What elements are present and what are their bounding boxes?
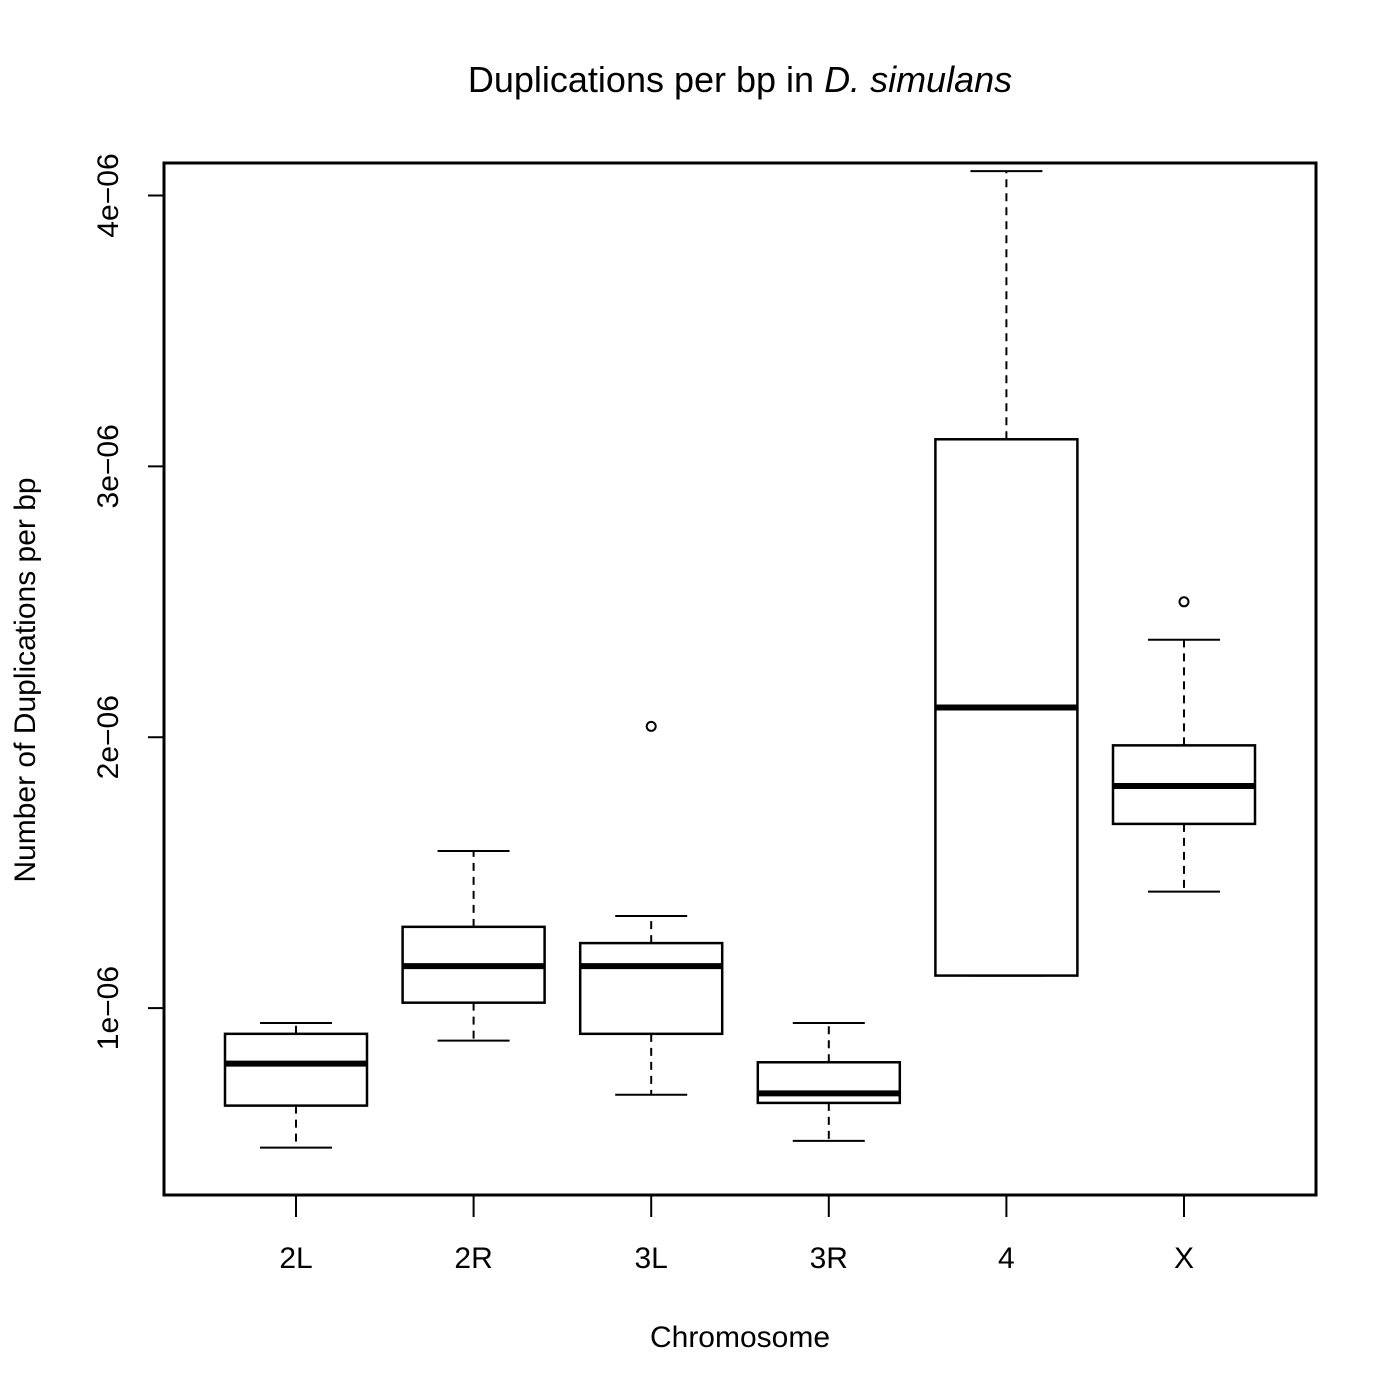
box-iqr <box>756 1061 902 1105</box>
chart-title-species: D. simulans <box>824 59 1012 100</box>
x-axis-title: Chromosome <box>650 1321 830 1354</box>
x-tick-label: 3R <box>810 1242 848 1275</box>
outlier-point <box>645 720 657 732</box>
chart-title-main: Duplications per bp in <box>468 59 824 100</box>
y-axis: 1e−06 2e−06 3e−06 4e−06 <box>92 153 165 1050</box>
x-tick-label: 2L <box>279 1242 312 1275</box>
box-iqr <box>223 1032 369 1107</box>
box-2l <box>223 1022 369 1149</box>
y-tick-label: 3e−06 <box>92 424 125 508</box>
x-tick-label: X <box>1174 1242 1194 1275</box>
box-iqr <box>578 941 724 1036</box>
x-axis: 2L 2R 3L 3R 4 X <box>279 1194 1194 1275</box>
y-axis-title: Number of Duplications per bp <box>9 477 42 882</box>
chart-title: Duplications per bp in D. simulans <box>468 59 1012 100</box>
y-tick-label: 1e−06 <box>92 966 125 1050</box>
box-3r <box>756 1022 902 1142</box>
box-2r <box>401 850 546 1042</box>
box-4 <box>934 170 1079 977</box>
x-tick-label: 4 <box>998 1242 1015 1275</box>
box-x <box>1111 596 1257 893</box>
x-tick-label: 3L <box>635 1242 668 1275</box>
box-3l <box>578 720 724 1096</box>
y-tick-label: 4e−06 <box>92 153 125 237</box>
x-tick-label: 2R <box>454 1242 492 1275</box>
y-tick-label: 2e−06 <box>92 695 125 779</box>
outlier-point <box>1178 596 1190 608</box>
boxes-layer <box>223 170 1257 1149</box>
